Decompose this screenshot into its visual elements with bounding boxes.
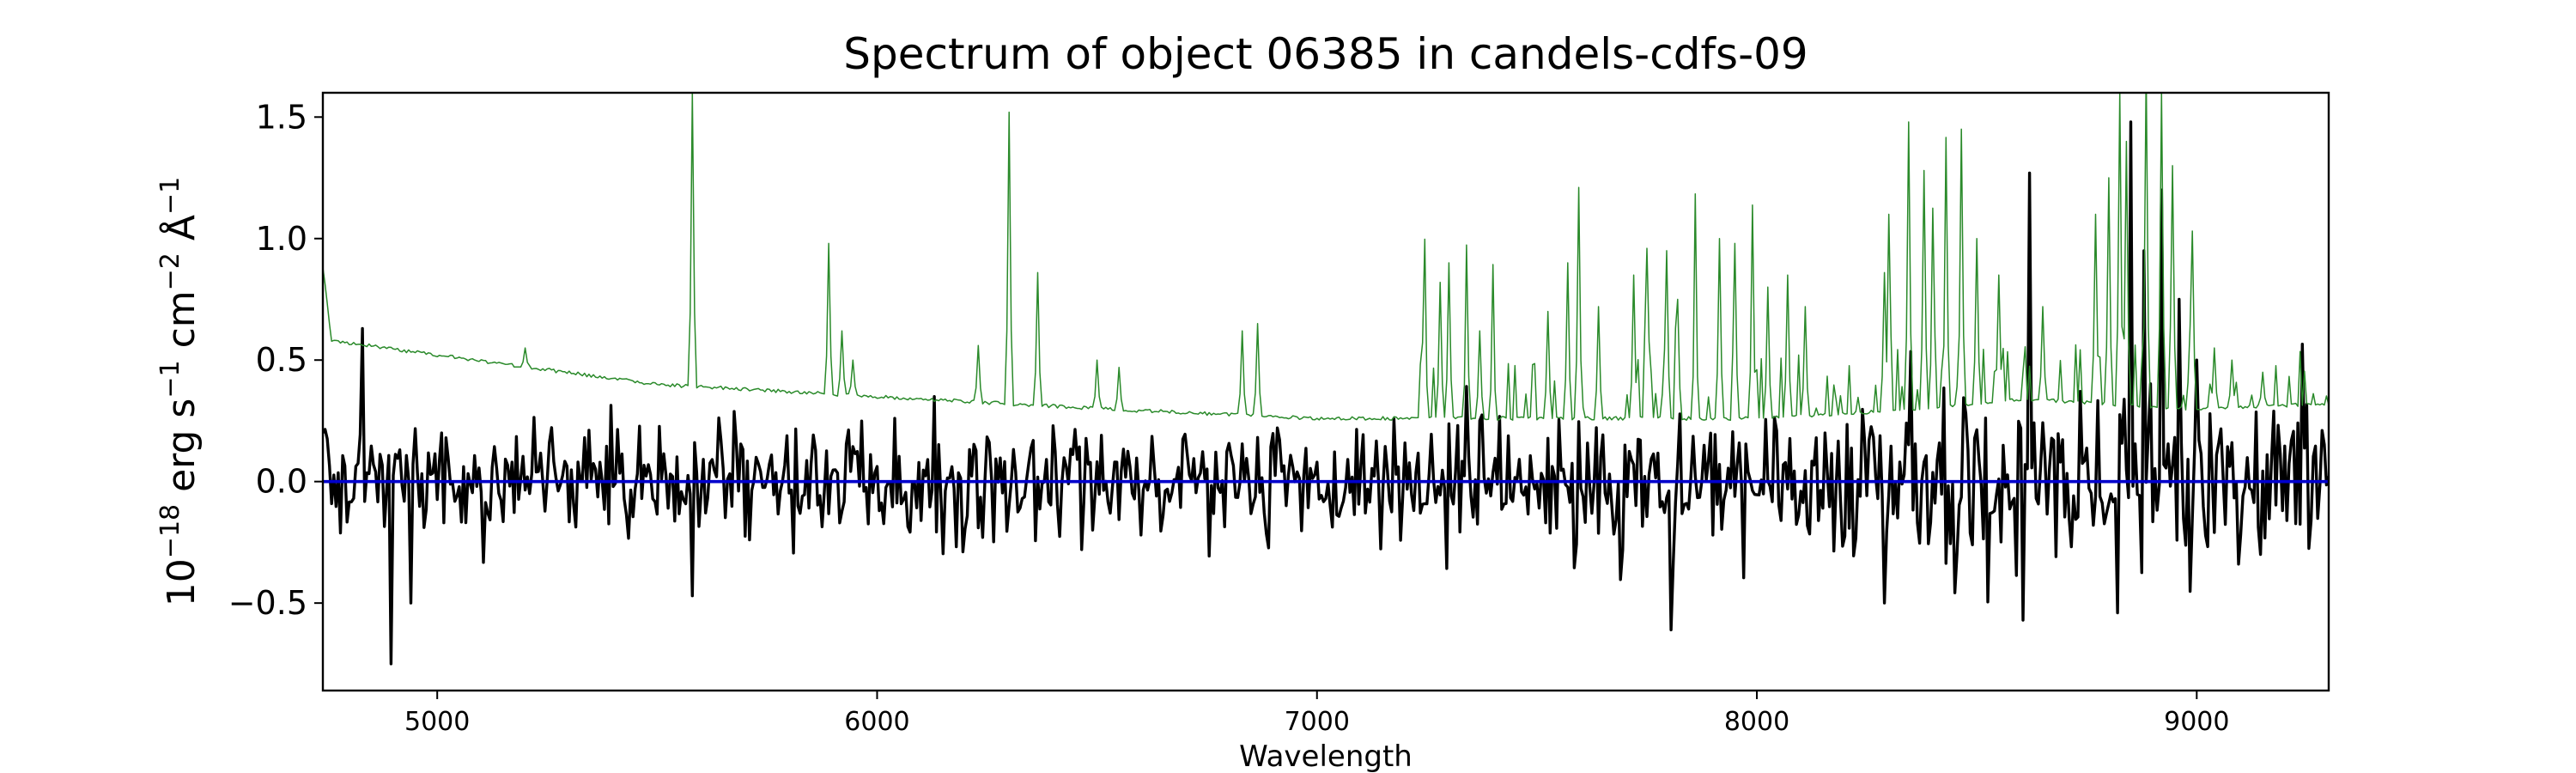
y-tick-label: 0.5	[256, 341, 307, 379]
chart-title: Spectrum of object 06385 in candels-cdfs…	[843, 29, 1808, 79]
y-label-sup-1: −18	[155, 504, 185, 558]
y-label-mid-3: Å	[158, 215, 204, 253]
x-tick-label: 9000	[2164, 707, 2229, 737]
y-label-mid-1: erg s	[160, 399, 204, 504]
y-tick-label: −0.5	[228, 584, 307, 622]
series-error-line	[323, 93, 2329, 421]
x-tick-label: 8000	[1724, 707, 1789, 737]
y-label-sup-2: −1	[155, 360, 185, 398]
y-label-sup-3: −2	[155, 253, 185, 290]
y-axis-label: 10−18 erg s−1 cm−2 Å−1	[155, 177, 204, 606]
y-tick-label: 1.5	[256, 98, 307, 136]
x-tick-label: 6000	[844, 707, 909, 737]
y-tick-label: 0.0	[256, 463, 307, 501]
y-label-sup-4: −1	[155, 177, 185, 215]
y-axis: −0.5 0.0 0.5 1.0 1.5	[228, 98, 323, 622]
x-tick-label: 5000	[404, 707, 470, 737]
x-axis-label: Wavelength	[1239, 740, 1413, 773]
y-label-mid-2: cm	[160, 290, 204, 360]
plot-area	[323, 93, 2329, 666]
y-label-prefix: 10	[160, 558, 204, 606]
x-axis: 5000 6000 7000 8000 9000	[404, 691, 2229, 737]
x-tick-label: 7000	[1285, 707, 1350, 737]
plot-frame	[321, 91, 2330, 692]
series-flux-line	[323, 120, 2329, 666]
y-tick-label: 1.0	[256, 220, 307, 258]
